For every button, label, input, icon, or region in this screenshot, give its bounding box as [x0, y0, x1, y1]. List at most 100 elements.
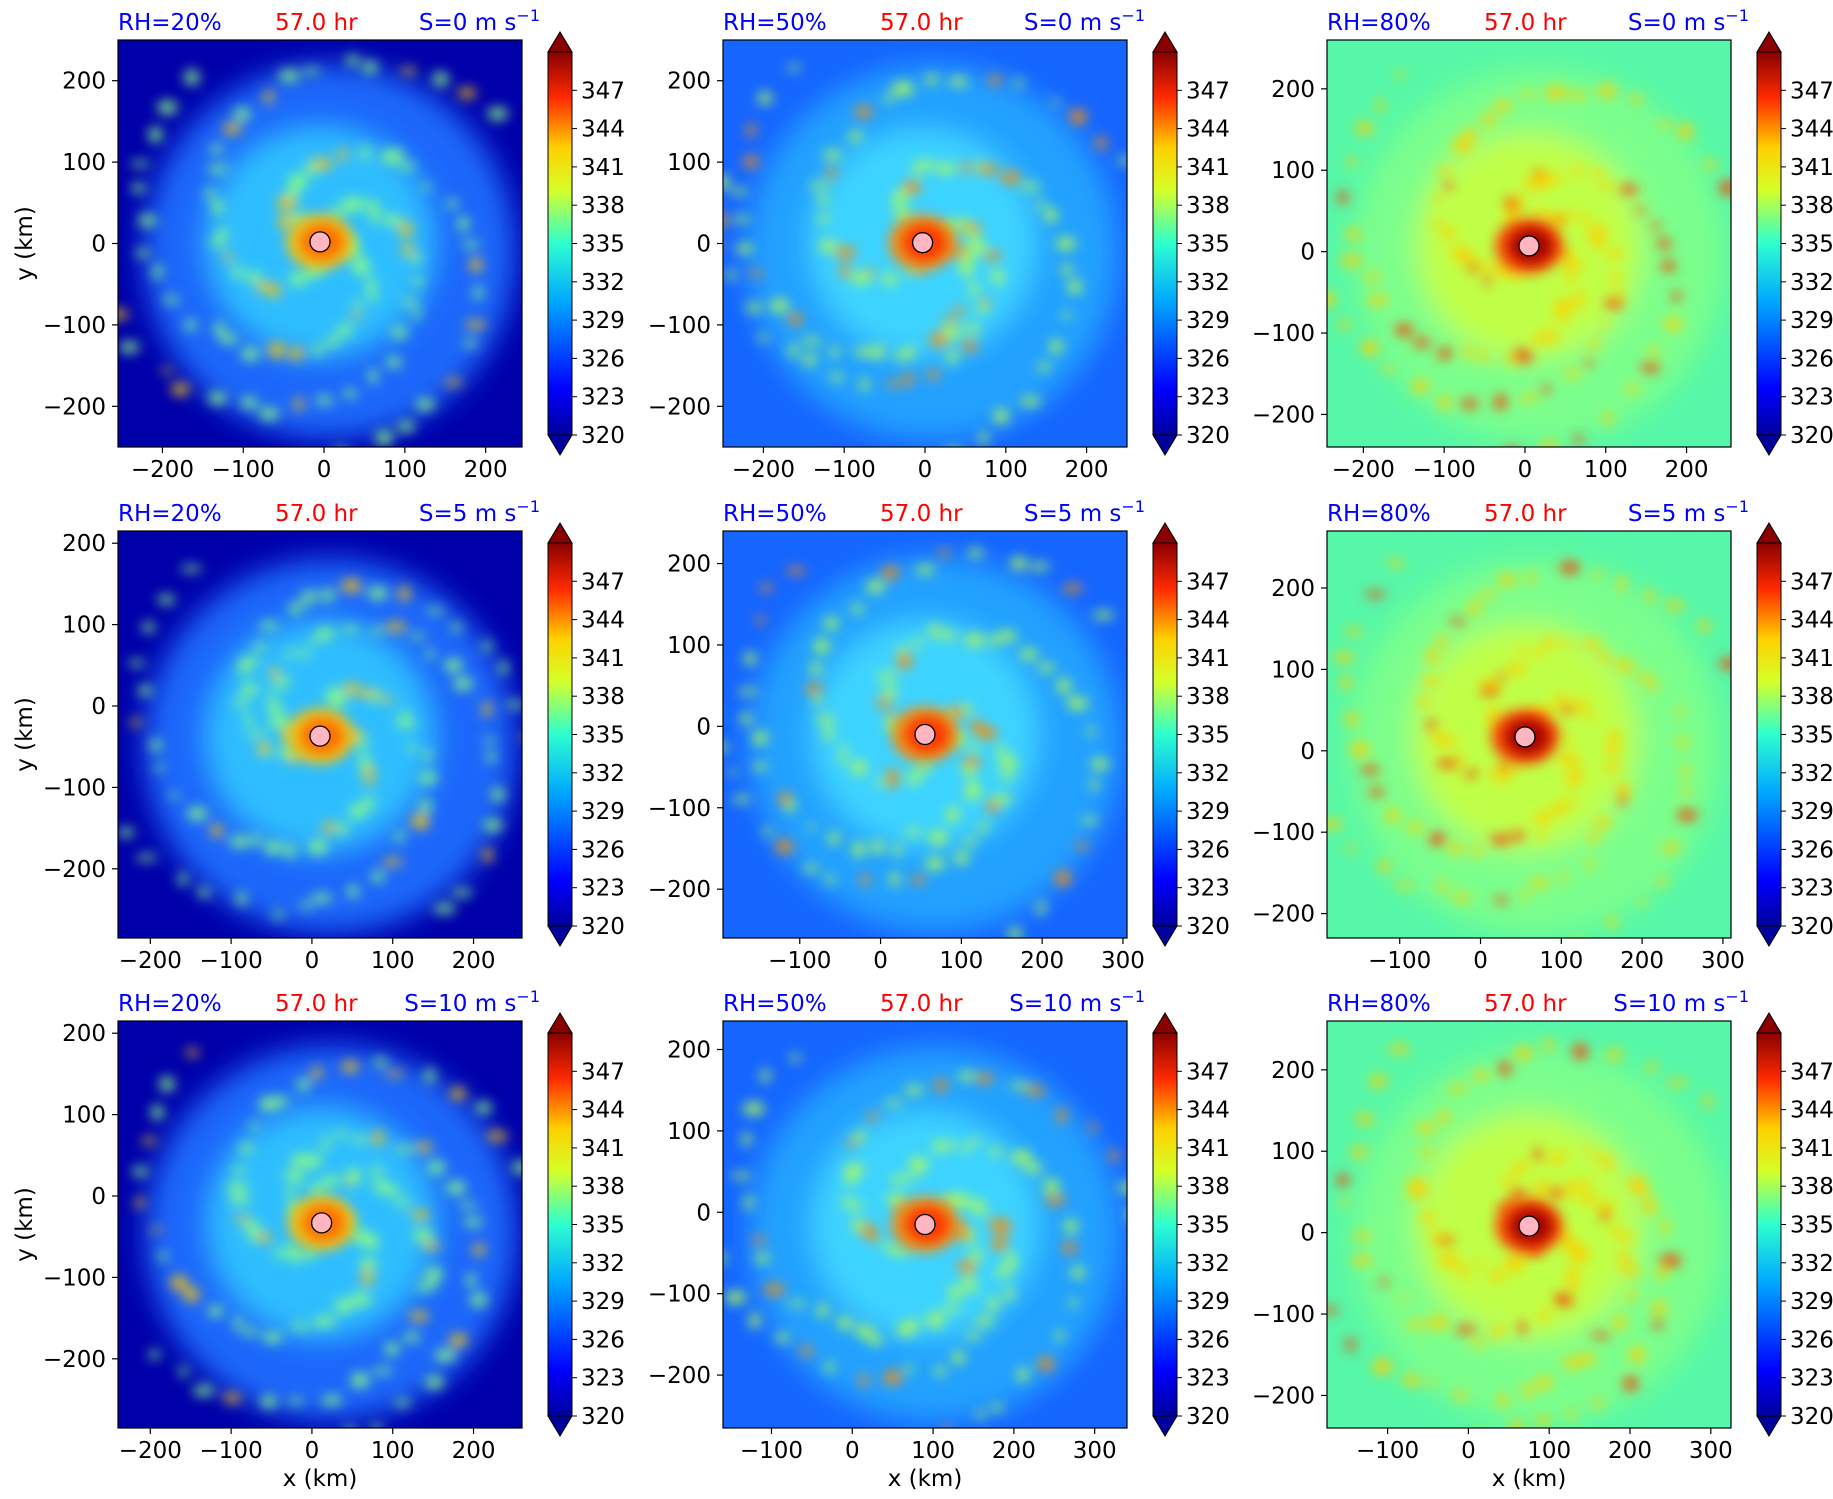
x-tick-label: −100 [200, 1438, 263, 1464]
rh-label: RH=50% [723, 10, 827, 36]
colorbar-body [547, 542, 573, 927]
y-tick-label: −100 [648, 313, 711, 339]
colorbar-tick-label: 335 [1186, 232, 1230, 258]
rainbands [723, 548, 1115, 938]
y-tick-label: 200 [667, 69, 711, 95]
shear-label: S=5 m s−1 [1628, 497, 1749, 527]
x-tick-label: 300 [1689, 1438, 1733, 1464]
storm-center-marker [1518, 235, 1540, 257]
y-tick-label: −100 [1252, 820, 1315, 846]
x-tick-label: 100 [371, 948, 415, 974]
x-tick-label: 0 [845, 1438, 860, 1464]
colorbar-tick-label: 332 [1186, 1251, 1230, 1277]
colorbar-body [1152, 1032, 1178, 1417]
x-tick-label: 100 [939, 948, 983, 974]
y-tick-label: 100 [1271, 1139, 1315, 1165]
y-tick-label: −200 [43, 857, 106, 883]
x-tick-label: 0 [317, 457, 332, 483]
colorbar-tick-label: 332 [1790, 761, 1833, 787]
colorbar-tick-label: 338 [1790, 193, 1833, 219]
y-tick-label: 0 [91, 232, 106, 258]
x-tick-label: 0 [305, 948, 320, 974]
colorbar-tick-label: 332 [1790, 1251, 1833, 1277]
panel-4: −200 −100 0 100 200 200 100 0 −100 −200 RH=20% 57.0… [12, 497, 625, 974]
x-tick-labels: −200 −100 0 100 200 [131, 447, 508, 483]
colorbar-tick-label: 323 [581, 876, 625, 902]
x-tick-label: 200 [1665, 457, 1709, 483]
y-tick-label: 100 [667, 1119, 711, 1145]
colorbar-extend-min [1756, 1415, 1782, 1437]
colorbar-tick-label: 335 [1186, 723, 1230, 749]
colorbar-tick-label: 326 [1186, 1327, 1230, 1353]
y-tick-label: −100 [648, 1282, 711, 1308]
y-tick-label: −100 [1252, 1302, 1315, 1328]
y-tick-label: −200 [1252, 902, 1315, 928]
shear-label: S=0 m s−1 [1024, 6, 1145, 36]
y-axis-label: y (km) [12, 206, 38, 281]
colorbar-tick-label: 347 [1790, 1059, 1833, 1085]
x-tick-label: 100 [371, 1438, 415, 1464]
x-tick-label: 200 [1608, 1438, 1652, 1464]
colorbar: 320 323 326 329 332 335 338 341 344 347 [547, 1012, 625, 1437]
colorbar-tick-label: 323 [1790, 385, 1833, 411]
x-tick-label: 200 [992, 1438, 1036, 1464]
colorbar: 320 323 326 329 332 335 338 341 344 347 [1756, 1012, 1833, 1437]
shear-label: S=10 m s−1 [1613, 987, 1749, 1017]
colorbar-tick-label: 341 [1790, 1136, 1833, 1162]
time-label: 57.0 hr [275, 501, 358, 527]
colorbar-tick-label: 329 [1186, 1289, 1230, 1315]
shear-label: S=0 m s−1 [419, 6, 540, 36]
colorbar-tick-label: 347 [1186, 78, 1230, 104]
y-tick-label: −100 [43, 1265, 106, 1291]
rh-label: RH=20% [118, 501, 222, 527]
y-tick-label: 100 [667, 150, 711, 176]
x-tick-label: 100 [1539, 948, 1583, 974]
colorbar-body [1756, 51, 1782, 436]
colorbar: 320 323 326 329 332 335 338 341 344 347 [1152, 31, 1230, 456]
x-tick-labels: −200 −100 0 100 200 [119, 1428, 495, 1464]
y-tick-label: 0 [1300, 240, 1315, 266]
colorbar-tick-label: 329 [581, 1289, 625, 1315]
shear-label: S=5 m s−1 [1024, 497, 1145, 527]
colorbar-extend-min [547, 925, 573, 947]
colorbar-tick-label: 347 [1790, 78, 1833, 104]
x-tick-label: 100 [383, 457, 427, 483]
colorbar-tick-label: 338 [581, 1174, 625, 1200]
y-tick-label: 100 [1271, 657, 1315, 683]
y-tick-labels: 200 100 0 −100 −200 [648, 69, 723, 420]
x-tick-label: −100 [768, 948, 831, 974]
colorbar-tick-label: 341 [581, 1136, 625, 1162]
colorbar-extend-min [1756, 434, 1782, 456]
rh-label: RH=20% [118, 991, 222, 1017]
y-tick-labels: 200 100 0 −100 −200 [1252, 77, 1327, 428]
x-tick-label: −200 [119, 1438, 182, 1464]
y-tick-label: 200 [62, 1021, 106, 1047]
colorbar-tick-label: 320 [1790, 1404, 1833, 1430]
y-tick-label: 100 [667, 633, 711, 659]
shear-unit-exponent: −1 [1725, 987, 1749, 1006]
y-tick-labels: 200 100 0 −100 −200 [1252, 1058, 1327, 1409]
shear-unit-exponent: −1 [1121, 6, 1145, 25]
colorbar-tick-label: 338 [1186, 1174, 1230, 1200]
colorbar-tick-label: 338 [581, 684, 625, 710]
x-tick-labels: −100 0 100 200 300 [740, 1428, 1117, 1464]
colorbar-body [547, 1032, 573, 1417]
x-axis-label: x (km) [1492, 1466, 1567, 1492]
x-tick-label: 200 [1620, 948, 1664, 974]
heatmap-field [118, 1021, 522, 1428]
y-axis-label: y (km) [12, 697, 38, 772]
x-tick-label: 200 [452, 948, 496, 974]
colorbar-tick-label: 338 [581, 193, 625, 219]
colorbar-extend-max [1756, 522, 1782, 544]
x-tick-labels: −200 −100 0 100 200 [1332, 447, 1709, 483]
colorbar-extend-max [547, 1012, 573, 1034]
shear-unit-exponent: −1 [516, 497, 540, 516]
x-tick-label: 0 [1518, 457, 1533, 483]
x-tick-label: 300 [1701, 948, 1745, 974]
storm-center-marker [914, 1213, 936, 1236]
colorbar-tick-label: 335 [581, 723, 625, 749]
storm-center-marker [309, 725, 331, 747]
y-tick-label: 0 [696, 714, 711, 740]
y-tick-label: 100 [1271, 158, 1315, 184]
colorbar-tick-label: 332 [1790, 270, 1833, 296]
